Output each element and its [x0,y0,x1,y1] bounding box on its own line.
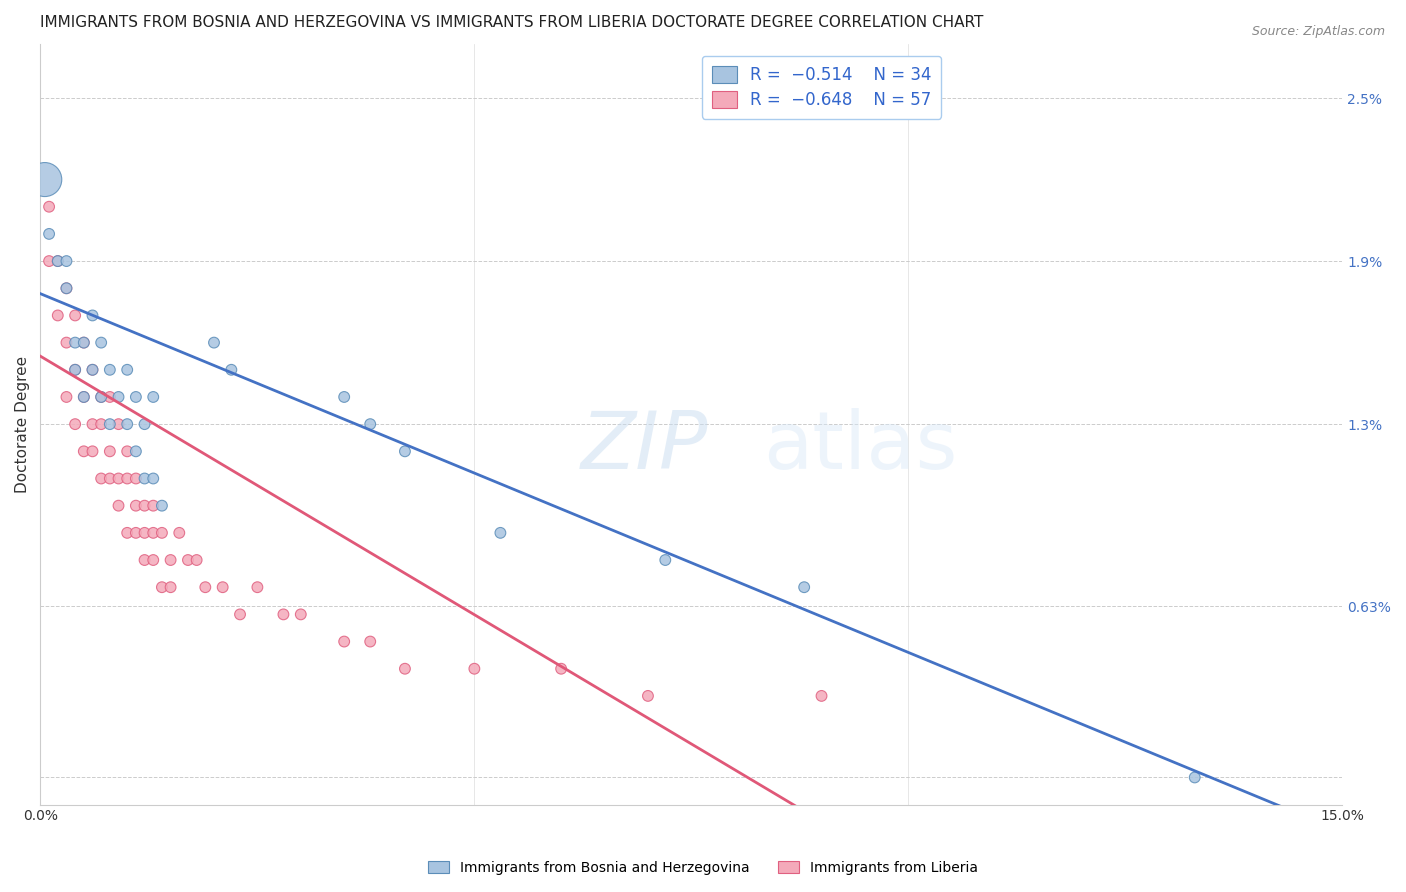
Point [73,335,96,350]
Point [202,335,225,350]
Point [98,471,121,485]
Point [73,390,96,404]
Point [115,471,138,485]
Point [142,499,165,513]
Point [186,553,208,567]
Point [107,499,129,513]
Point [333,634,356,648]
Point [73,444,96,458]
Text: IMMIGRANTS FROM BOSNIA AND HERZEGOVINA VS IMMIGRANTS FROM LIBERIA DOCTORATE DEGR: IMMIGRANTS FROM BOSNIA AND HERZEGOVINA V… [41,15,984,30]
Point [194,580,217,594]
Point [115,444,138,458]
Point [90,335,112,350]
Point [55,281,77,295]
Point [134,417,156,431]
Point [107,471,129,485]
Point [125,499,148,513]
Point [125,471,148,485]
Legend: Immigrants from Bosnia and Herzegovina, Immigrants from Liberia: Immigrants from Bosnia and Herzegovina, … [423,855,983,880]
Point [142,471,165,485]
Point [463,662,485,676]
Point [38,200,60,214]
Point [211,580,233,594]
Point [98,417,121,431]
Point [73,335,96,350]
Point [63,363,86,377]
Point [46,309,69,323]
Point [359,634,381,648]
Point [793,580,815,594]
Point [489,525,512,540]
Point [169,525,191,540]
Point [394,662,416,676]
Point [46,254,69,268]
Point [273,607,295,622]
Point [38,254,60,268]
Point [115,363,138,377]
Point [98,444,121,458]
Point [177,553,200,567]
Text: ZIP: ZIP [581,408,709,486]
Point [63,309,86,323]
Point [82,417,104,431]
Point [221,363,243,377]
Point [55,281,77,295]
Point [63,335,86,350]
Point [90,390,112,404]
Point [90,417,112,431]
Point [34,172,56,186]
Point [82,363,104,377]
Point [142,525,165,540]
Point [159,580,181,594]
Point [550,662,572,676]
Point [810,689,832,703]
Point [46,254,69,268]
Point [125,525,148,540]
Point [63,363,86,377]
Point [142,553,165,567]
Point [55,254,77,268]
Point [125,444,148,458]
Point [115,417,138,431]
Point [107,417,129,431]
Point [82,363,104,377]
Point [134,525,156,540]
Point [134,499,156,513]
Text: Source: ZipAtlas.com: Source: ZipAtlas.com [1251,25,1385,38]
Point [290,607,312,622]
Point [142,390,165,404]
Point [150,580,173,594]
Point [82,309,104,323]
Point [150,525,173,540]
Point [654,553,676,567]
Point [229,607,252,622]
Point [55,390,77,404]
Point [134,553,156,567]
Point [107,390,129,404]
Point [1184,771,1206,785]
Point [333,390,356,404]
Point [55,335,77,350]
Point [90,390,112,404]
Point [159,553,181,567]
Point [90,471,112,485]
Y-axis label: Doctorate Degree: Doctorate Degree [15,356,30,492]
Point [63,417,86,431]
Point [73,390,96,404]
Point [637,689,659,703]
Point [246,580,269,594]
Legend: R =  −0.514    N = 34, R =  −0.648    N = 57: R = −0.514 N = 34, R = −0.648 N = 57 [702,56,942,119]
Point [134,471,156,485]
Point [115,525,138,540]
Point [359,417,381,431]
Point [82,444,104,458]
Point [394,444,416,458]
Point [38,227,60,241]
Point [98,390,121,404]
Text: atlas: atlas [763,408,957,486]
Point [125,390,148,404]
Point [150,499,173,513]
Point [98,363,121,377]
